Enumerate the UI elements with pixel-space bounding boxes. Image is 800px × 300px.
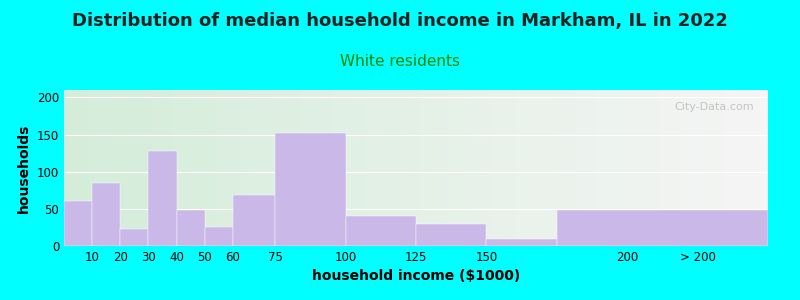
Bar	[557, 210, 768, 246]
Bar	[486, 239, 557, 246]
Bar	[233, 196, 275, 246]
Bar	[149, 151, 177, 246]
Bar	[416, 224, 486, 246]
Bar	[120, 229, 149, 246]
Text: City-Data.com: City-Data.com	[674, 103, 754, 112]
Bar	[346, 216, 416, 246]
Bar	[205, 227, 233, 246]
Text: Distribution of median household income in Markham, IL in 2022: Distribution of median household income …	[72, 12, 728, 30]
Bar	[92, 183, 120, 246]
Bar	[275, 133, 346, 246]
Bar	[64, 201, 92, 246]
X-axis label: household income ($1000): household income ($1000)	[312, 269, 520, 284]
Y-axis label: households: households	[18, 123, 31, 213]
Text: White residents: White residents	[340, 54, 460, 69]
Bar	[177, 210, 205, 246]
